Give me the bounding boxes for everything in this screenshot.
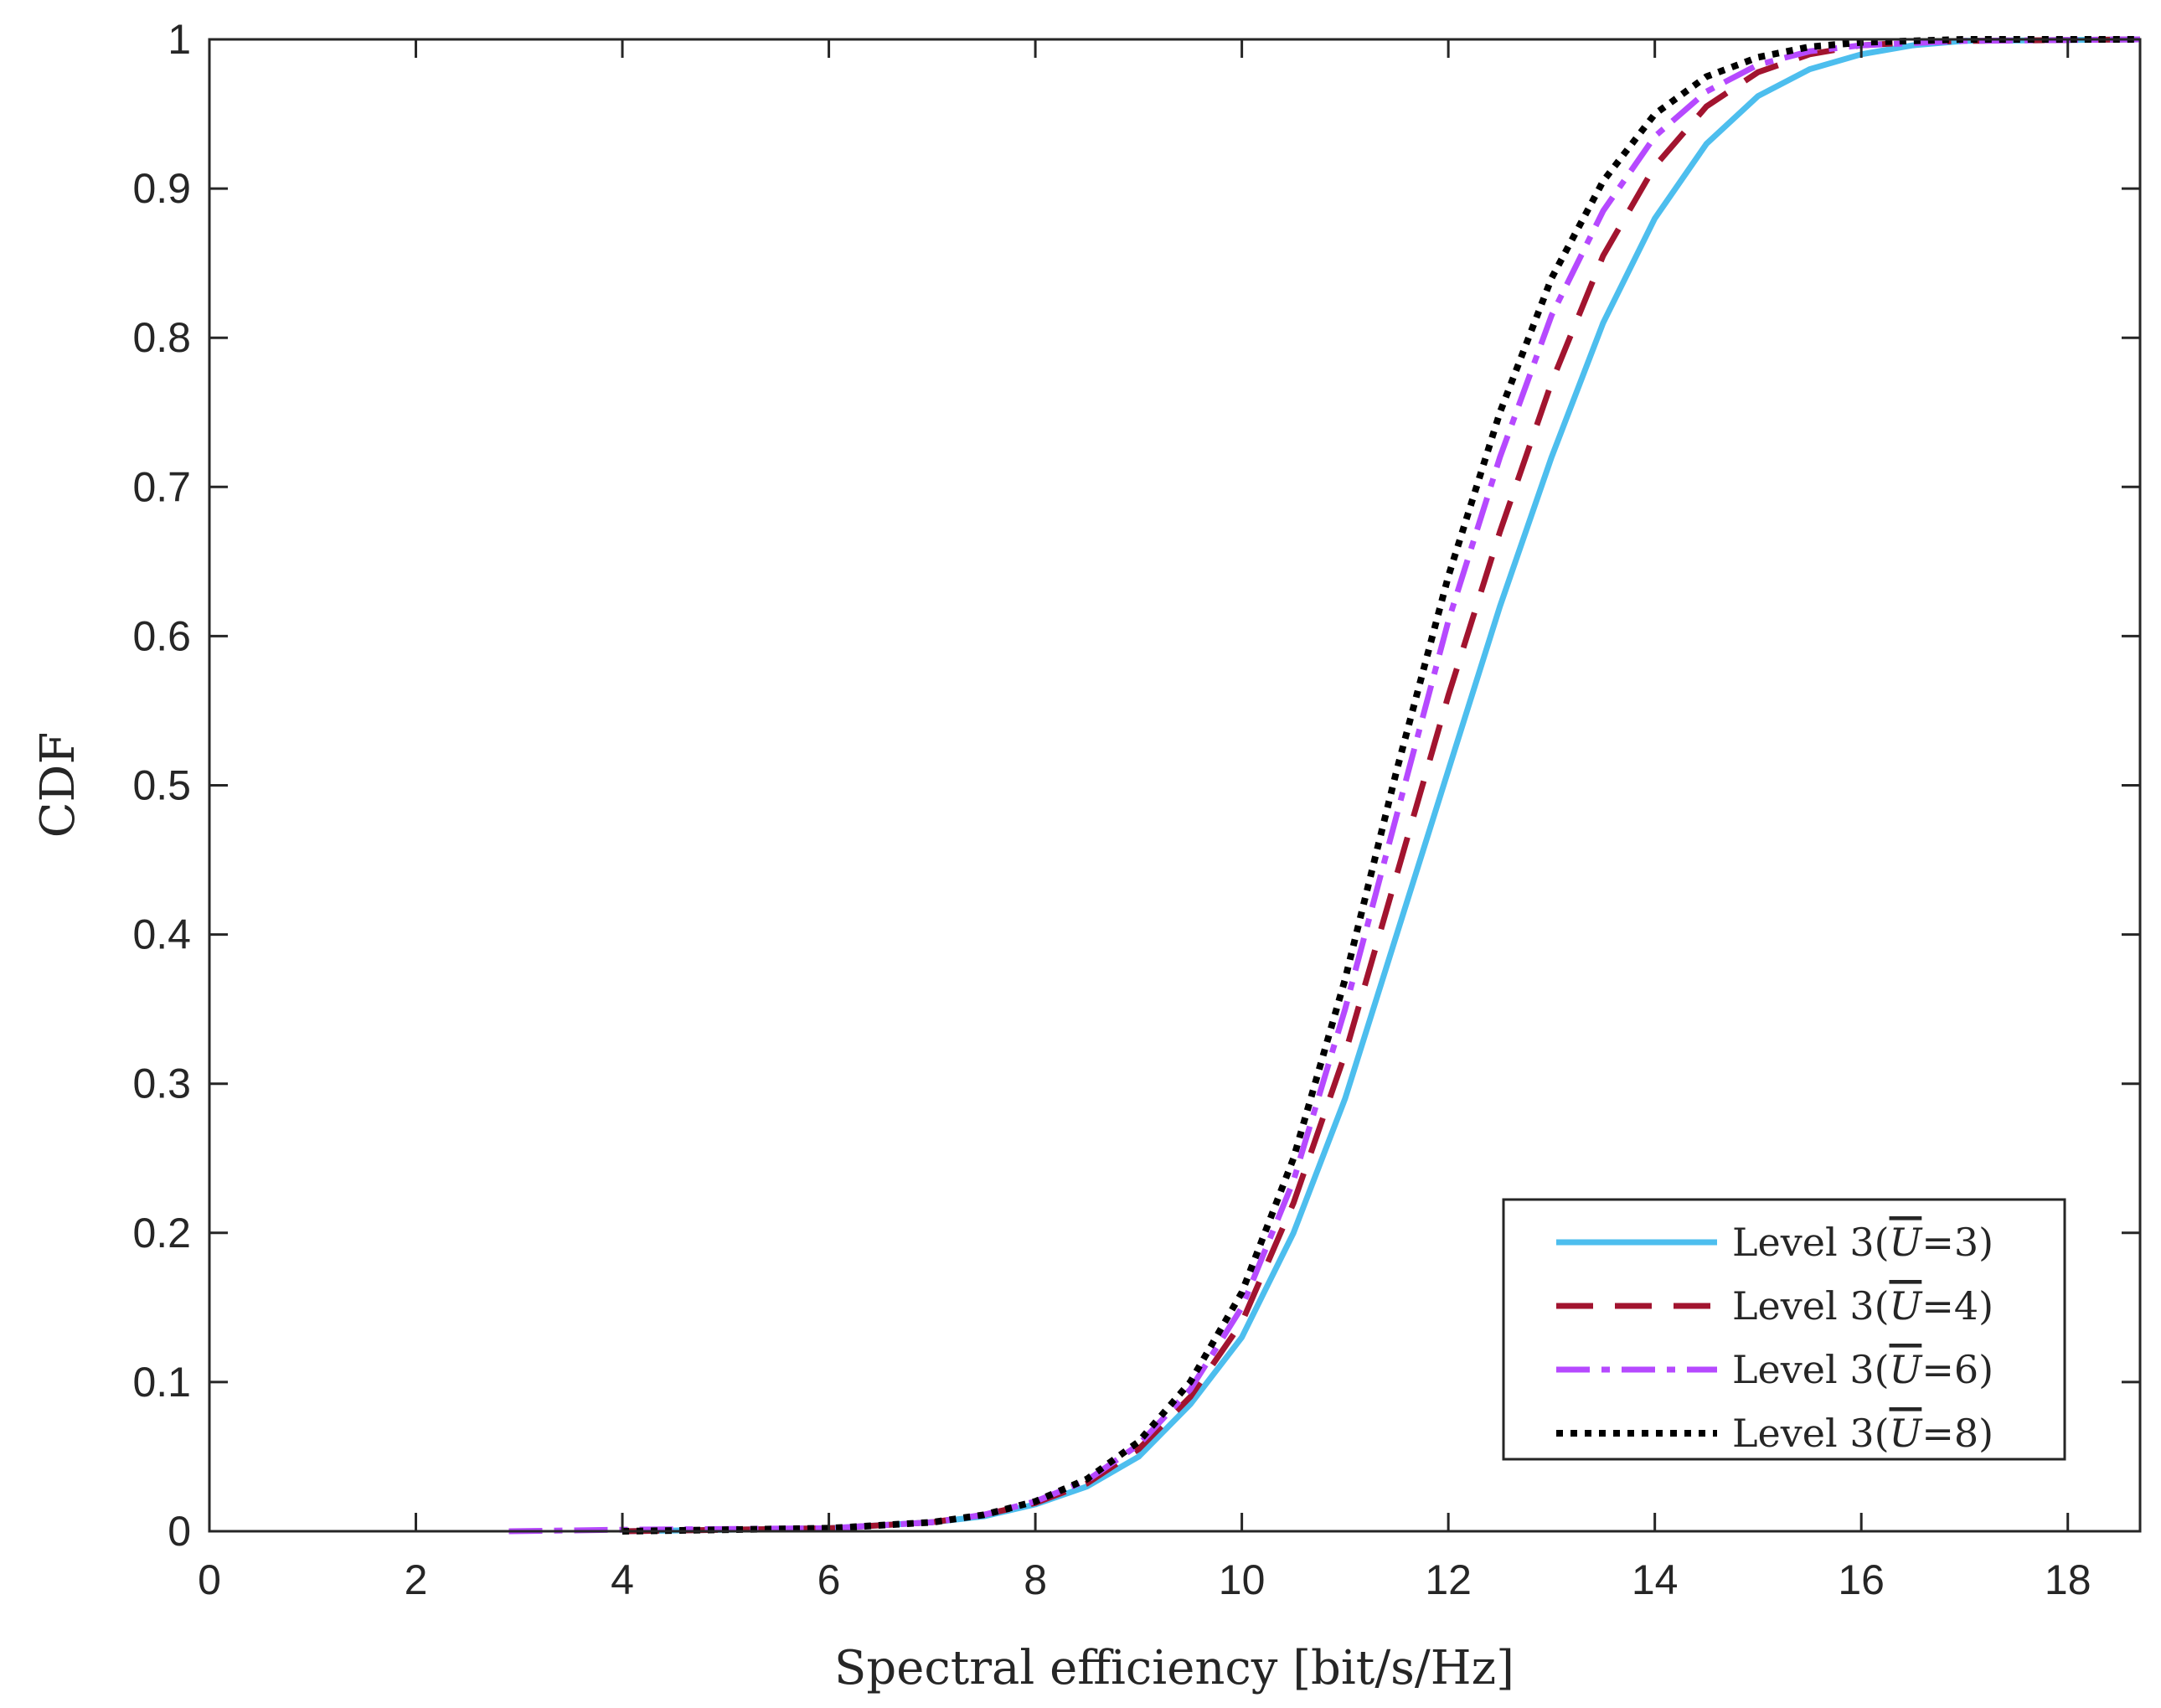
y-tick-label: 1 (168, 16, 191, 63)
x-tick-label: 16 (1838, 1556, 1885, 1603)
x-tick-label: 2 (405, 1556, 428, 1603)
y-tick-label: 0.6 (132, 612, 191, 659)
legend-label-2: Level 3(U=4) (1732, 1283, 1993, 1329)
legend-label-3: Level 3(U=6) (1732, 1347, 1993, 1392)
x-tick-label: 0 (198, 1556, 221, 1603)
series-layer (508, 36, 2141, 1535)
legend-label-1: Level 3(U=3) (1732, 1220, 1993, 1265)
x-tick-label: 10 (1219, 1556, 1266, 1603)
x-tick-label: 14 (1632, 1556, 1679, 1603)
x-tick-label: 6 (817, 1556, 841, 1603)
legend-label-4: Level 3(U=8) (1732, 1411, 1993, 1456)
ticks-layer: 0 2 4 6 8 10 12 14 16 18 0 0.1 0.2 0.3 0.4 0.5 0.6 0.7 0.8… (132, 16, 2140, 1603)
x-tick-label: 12 (1425, 1556, 1472, 1603)
y-tick-label: 0.7 (132, 463, 191, 510)
x-axis-label: Spectral efficiency [bit/s/Hz] (834, 1641, 1514, 1695)
y-axis-label: CDF (31, 732, 85, 839)
x-tick-label: 8 (1024, 1556, 1047, 1603)
y-tick-label: 0.4 (132, 911, 191, 958)
x-tick-label: 18 (2045, 1556, 2091, 1603)
series-line-4 (621, 36, 2140, 1535)
y-tick-label: 0.1 (132, 1359, 191, 1406)
y-tick-label: 0.5 (132, 762, 191, 809)
y-tick-label: 0.2 (132, 1210, 191, 1256)
legend: Level 3(U=3) Level 3(U=4) Level 3(U=6) Leve… (1502, 1198, 2066, 1461)
x-tick-label: 4 (611, 1556, 634, 1603)
series-line-1 (621, 36, 2141, 1535)
y-tick-label: 0.8 (132, 314, 191, 361)
y-tick-label: 0.9 (132, 165, 191, 212)
series-line-3 (508, 36, 2141, 1535)
y-tick-label: 0 (168, 1508, 191, 1555)
series-line-2 (621, 36, 2141, 1535)
y-tick-label: 0.3 (132, 1060, 191, 1107)
